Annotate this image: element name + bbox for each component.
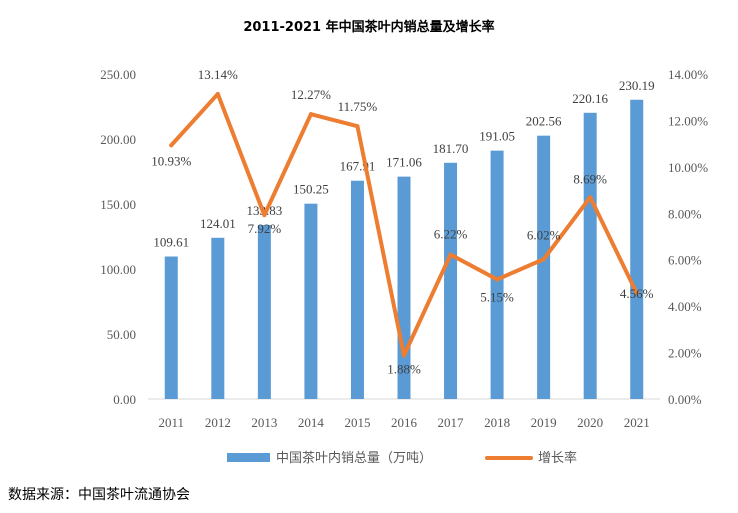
line-point bbox=[402, 353, 406, 358]
line-point bbox=[355, 124, 360, 129]
line-point bbox=[215, 91, 220, 96]
source-note: 数据来源：中国茶叶流通协会 bbox=[8, 487, 190, 503]
bar-value-label: 171.06 bbox=[386, 155, 422, 170]
x-axis-tick-label: 2014 bbox=[298, 415, 325, 430]
bar-value-label: 220.16 bbox=[572, 91, 608, 106]
x-axis-tick-label: 2013 bbox=[251, 415, 277, 430]
legend-line-label: 增长率 bbox=[538, 450, 577, 466]
bar-value-label: 230.19 bbox=[619, 78, 655, 93]
right-axis-tick-label: 0.00% bbox=[668, 392, 702, 407]
x-axis-tick-label: 2016 bbox=[391, 415, 418, 430]
right-axis-ticks: 0.00% 2.00% 4.00% 6.00% 8.00% 10.00% 12.00% 14.… bbox=[668, 67, 708, 407]
bar-value-label: 181.70 bbox=[433, 141, 469, 156]
line-value-label: 10.93% bbox=[151, 153, 191, 168]
line-value-label: 13.14% bbox=[198, 67, 238, 82]
line-point bbox=[262, 213, 267, 218]
left-axis-tick-label: 50.00 bbox=[107, 327, 136, 342]
line-series bbox=[169, 91, 639, 358]
bar bbox=[583, 112, 597, 400]
left-axis-tick-label: 150.00 bbox=[100, 197, 136, 212]
line-point bbox=[495, 277, 500, 282]
line-value-label: 7.92% bbox=[248, 221, 282, 236]
x-axis-tick-label: 2012 bbox=[205, 415, 231, 430]
line-value-label: 8.69% bbox=[573, 171, 607, 186]
right-axis-tick-label: 14.00% bbox=[668, 67, 708, 82]
right-axis-tick-label: 2.00% bbox=[668, 346, 702, 361]
x-axis-tick-label: 2020 bbox=[577, 415, 603, 430]
x-axis-tick-label: 2018 bbox=[484, 415, 510, 430]
legend-bar-swatch bbox=[227, 453, 270, 462]
right-axis-tick-label: 4.00% bbox=[668, 299, 702, 314]
line-value-label: 1.88% bbox=[387, 361, 421, 376]
right-axis-tick-label: 10.00% bbox=[668, 160, 708, 175]
left-axis-tick-label: 100.00 bbox=[100, 262, 136, 277]
right-axis-tick-label: 12.00% bbox=[668, 113, 708, 128]
bar-value-label: 167.91 bbox=[340, 159, 376, 174]
bar bbox=[164, 256, 178, 399]
right-axis-tick-label: 6.00% bbox=[668, 253, 702, 268]
line-point bbox=[588, 195, 593, 200]
line-value-labels: 10.93% 13.14% 7.92% 12.27% 11.75% 1.88% 6.22% 5… bbox=[151, 67, 653, 376]
line-value-label: 6.22% bbox=[434, 227, 468, 242]
x-axis-tick-label: 2021 bbox=[624, 415, 650, 430]
x-axis-tick-label: 2015 bbox=[344, 415, 370, 430]
chart-title: 2011-2021 年中国茶叶内销总量及增长率 bbox=[243, 19, 494, 35]
line-value-label: 5.15% bbox=[480, 289, 514, 304]
bar bbox=[537, 135, 551, 399]
left-axis-tick-label: 0.00 bbox=[113, 392, 136, 407]
bar bbox=[444, 162, 458, 399]
line-point bbox=[169, 143, 174, 148]
line-point bbox=[541, 257, 546, 262]
line-value-label: 11.75% bbox=[338, 99, 378, 114]
bar bbox=[490, 150, 504, 399]
bar bbox=[350, 180, 364, 399]
left-axis-tick-label: 200.00 bbox=[100, 132, 136, 147]
legend: 中国茶叶内销总量（万吨） 增长率 bbox=[227, 450, 577, 466]
x-axis-tick-label: 2011 bbox=[159, 415, 185, 430]
line-value-label: 4.56% bbox=[620, 286, 654, 301]
bar-value-label: 109.61 bbox=[153, 235, 189, 250]
bar-value-label: 124.01 bbox=[200, 216, 236, 231]
legend-bar-label: 中国茶叶内销总量（万吨） bbox=[276, 450, 432, 466]
bar bbox=[304, 203, 318, 399]
bar-value-label: 202.56 bbox=[526, 114, 562, 129]
bar bbox=[211, 237, 225, 399]
x-axis-tick-label: 2019 bbox=[531, 415, 557, 430]
left-axis-tick-label: 250.00 bbox=[100, 67, 136, 82]
x-axis-tick-label: 2017 bbox=[438, 415, 465, 430]
bar bbox=[257, 225, 271, 399]
chart: 2011-2021 年中国茶叶内销总量及增长率 0.00 50.00 100.00 1… bbox=[100, 19, 708, 466]
line-point bbox=[308, 112, 313, 117]
line-point bbox=[448, 252, 453, 257]
line-value-label: 12.27% bbox=[291, 87, 331, 102]
bar-value-label: 191.05 bbox=[479, 129, 515, 144]
bar-value-label: 150.25 bbox=[293, 182, 329, 197]
bar-series bbox=[164, 99, 644, 400]
line-point bbox=[634, 291, 639, 296]
left-axis-ticks: 0.00 50.00 100.00 150.00 200.00 250.00 bbox=[100, 67, 136, 407]
line-value-label: 6.02% bbox=[527, 227, 561, 242]
x-axis-ticks: 2011 2012 2013 2014 2015 2016 2017 2018 2019 2020… bbox=[159, 415, 650, 430]
right-axis-tick-label: 8.00% bbox=[668, 206, 702, 221]
bar bbox=[630, 99, 644, 400]
